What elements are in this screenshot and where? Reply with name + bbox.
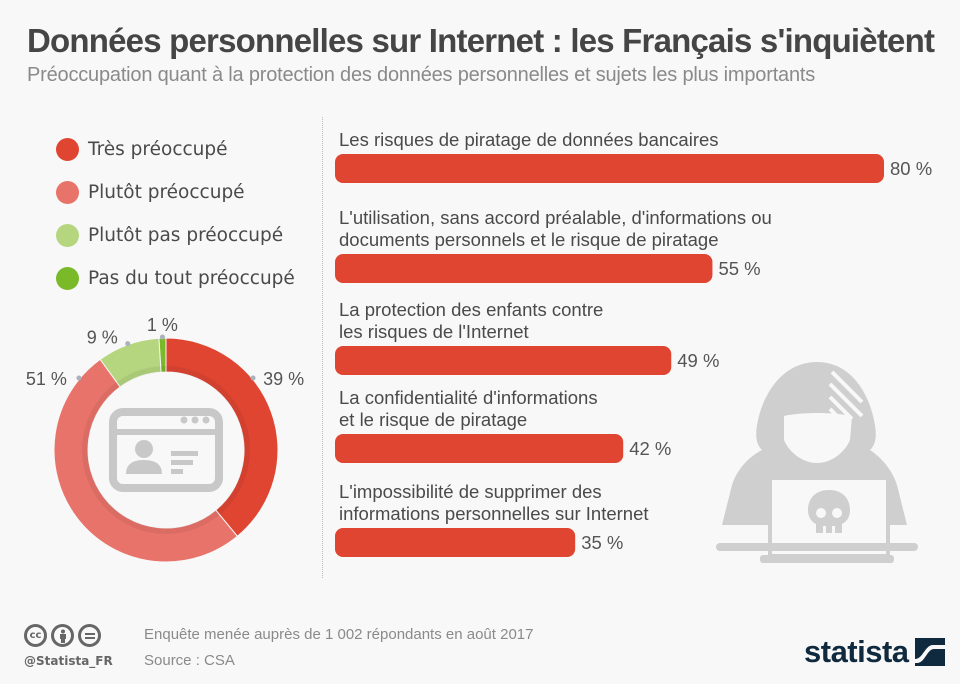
license-icons: cc <box>24 624 101 647</box>
donut-slice-shade <box>82 382 220 534</box>
donut-slice-shade <box>160 366 166 373</box>
donut-chart: 39 % 51 % 9 % 1 % <box>26 315 304 563</box>
bar-category-label: La protection des enfants contre <box>339 299 603 320</box>
bar-category-label: les risques de l'Internet <box>339 321 529 342</box>
bar-category-label: informations personnelles sur Internet <box>339 503 649 524</box>
bar <box>335 346 672 375</box>
donut-labels: 39 % 51 % 9 % 1 % <box>26 315 304 389</box>
cc-icon[interactable]: cc <box>24 624 47 647</box>
donut-value-label: 9 % <box>87 328 118 348</box>
bar-value-label: 42 % <box>629 438 671 459</box>
donut-value-label: 39 % <box>263 369 304 389</box>
legend-label: Plutôt préoccupé <box>88 182 245 203</box>
legend-item-tres-preoccupe: Très préoccupé <box>56 128 295 171</box>
donut-slice-shade <box>116 366 162 387</box>
statista-mark-icon <box>914 638 945 666</box>
bar-chart: Les risques de piratage de données banca… <box>335 129 932 557</box>
nd-icon[interactable] <box>78 624 101 647</box>
donut-slice-1 <box>53 358 239 563</box>
bar-value-label: 80 % <box>890 158 932 179</box>
legend-swatch <box>56 267 79 290</box>
bar-row: L'impossibilité de supprimer desinformat… <box>335 481 649 557</box>
statista-logo[interactable]: statista <box>804 634 945 670</box>
bar-category-label: Les risques de piratage de données banca… <box>339 129 719 150</box>
donut-value-label: 1 % <box>147 315 178 335</box>
donut-slice-0 <box>165 337 279 538</box>
legend-item-pas-du-tout-preoccupe: Pas du tout préoccupé <box>56 257 295 300</box>
legend-label: Plutôt pas préoccupé <box>88 225 284 246</box>
bar <box>335 528 576 557</box>
bar-category-label: La confidentialité d'informations <box>339 387 598 408</box>
id-card-icon <box>109 408 223 492</box>
donut-label-dot <box>250 375 256 381</box>
brand-text: statista <box>804 634 909 669</box>
donut-slices <box>53 337 279 563</box>
legend-swatch <box>56 138 79 161</box>
donut-label-dot <box>159 334 165 340</box>
legend-item-plutot-pas-preoccupe: Plutôt pas préoccupé <box>56 214 295 257</box>
donut-value-label: 51 % <box>26 369 67 389</box>
donut-label-dot <box>125 341 131 347</box>
bar-row: L'utilisation, sans accord préalable, d'… <box>335 207 772 283</box>
donut-slice-shade <box>166 366 251 515</box>
skull-icon <box>808 490 850 533</box>
legend-label: Très préoccupé <box>88 139 228 160</box>
legend-swatch <box>56 224 79 247</box>
legend-label: Pas du tout préoccupé <box>88 268 295 289</box>
by-icon[interactable] <box>51 624 74 647</box>
chart-subtitle: Préoccupation quant à la protection des … <box>27 64 816 86</box>
legend: Très préoccupé Plutôt préoccupé Plutôt p… <box>56 128 295 300</box>
bar-category-label: L'utilisation, sans accord préalable, d'… <box>339 207 772 228</box>
bar-value-label: 35 % <box>581 532 623 553</box>
divider <box>322 117 323 578</box>
bar-value-label: 49 % <box>677 350 719 371</box>
bar <box>335 254 713 283</box>
chart-title: Données personnelles sur Internet : les … <box>27 22 935 59</box>
bar-category-label: documents personnels et le risque de pir… <box>339 229 719 250</box>
bar-value-label: 55 % <box>718 258 760 279</box>
bar <box>335 434 624 463</box>
source-note: Source : CSA <box>144 652 235 669</box>
hacker-icon <box>716 362 918 563</box>
bar <box>335 154 884 183</box>
bar-group: Les risques de piratage de données banca… <box>335 129 932 557</box>
bar-category-label: L'impossibilité de supprimer des <box>339 481 602 502</box>
legend-swatch <box>56 181 79 204</box>
survey-note: Enquête menée auprès de 1 002 répondants… <box>144 626 534 643</box>
bar-row: Les risques de piratage de données banca… <box>335 129 932 183</box>
legend-item-plutot-preoccupe: Plutôt préoccupé <box>56 171 295 214</box>
donut-label-dot <box>76 375 82 381</box>
statista-handle[interactable]: @Statista_FR <box>24 654 113 668</box>
bar-category-label: et le risque de piratage <box>339 409 527 430</box>
